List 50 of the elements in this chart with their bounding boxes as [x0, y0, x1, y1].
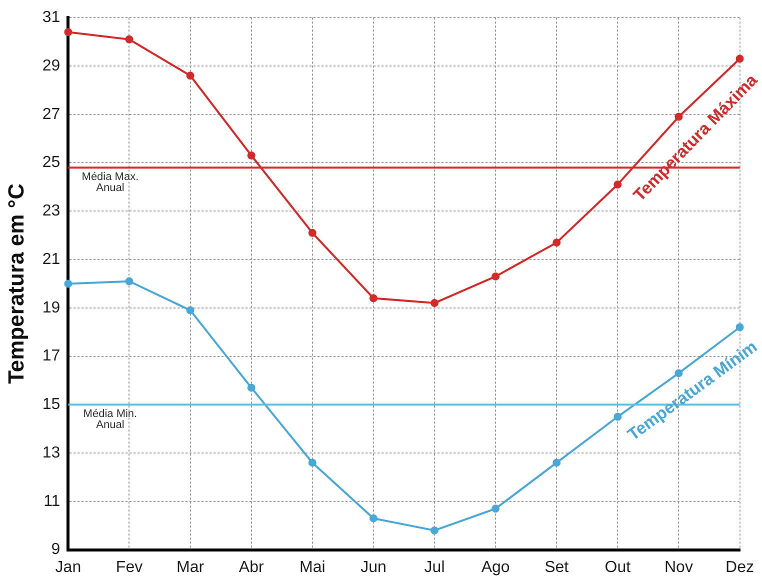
y-tick-label: 19 — [42, 299, 60, 316]
y-tick-label: 15 — [42, 396, 60, 414]
y-tick-label: 27 — [42, 106, 60, 123]
x-tick-label: Abr — [238, 558, 264, 576]
y-tick-label: 29 — [42, 57, 60, 74]
point — [552, 238, 561, 247]
y-tick-label: 11 — [44, 492, 60, 510]
x-tick-label: Jun — [360, 558, 386, 576]
point — [64, 280, 72, 288]
ref-line-label: Média Min. Anual — [83, 408, 138, 432]
x-tick-label: Fev — [116, 558, 143, 576]
point — [552, 458, 561, 467]
y-tick-label: 23 — [42, 202, 60, 220]
point — [247, 384, 256, 392]
point — [736, 323, 744, 332]
x-tick-label: Dez — [726, 558, 754, 576]
point — [492, 504, 500, 513]
point — [64, 28, 72, 36]
x-tick-label: Set — [544, 558, 570, 576]
y-axis-title: Temperatura em °C — [3, 183, 28, 384]
y-tick-label: 17 — [42, 348, 60, 365]
point — [308, 228, 316, 237]
point — [369, 514, 378, 522]
point — [492, 272, 500, 280]
y-tick-label: 13 — [42, 444, 60, 462]
point — [369, 294, 378, 302]
y-tick-label: 25 — [42, 154, 60, 172]
x-tick-label: Ago — [481, 558, 510, 576]
y-tick-label: 21 — [42, 250, 60, 268]
y-tick-label: 9 — [51, 541, 60, 558]
point — [430, 299, 439, 308]
point — [125, 35, 134, 44]
ref-line-label: Média Max. Anual — [82, 171, 139, 194]
point — [308, 458, 316, 467]
x-tick-label: Jul — [424, 558, 445, 576]
point — [186, 72, 194, 80]
x-tick-label: Jan — [55, 558, 82, 576]
x-tick-label: Mai — [300, 558, 326, 576]
point — [674, 112, 683, 121]
point — [614, 180, 622, 189]
point — [614, 412, 622, 421]
point — [247, 151, 256, 160]
point — [430, 526, 439, 534]
point — [736, 54, 744, 63]
y-tick-label: 31 — [42, 9, 60, 26]
x-tick-label: Nov — [664, 558, 693, 576]
point — [186, 306, 194, 314]
x-tick-label: Mar — [176, 558, 205, 576]
x-tick-label: Out — [604, 558, 632, 576]
point — [125, 277, 134, 286]
